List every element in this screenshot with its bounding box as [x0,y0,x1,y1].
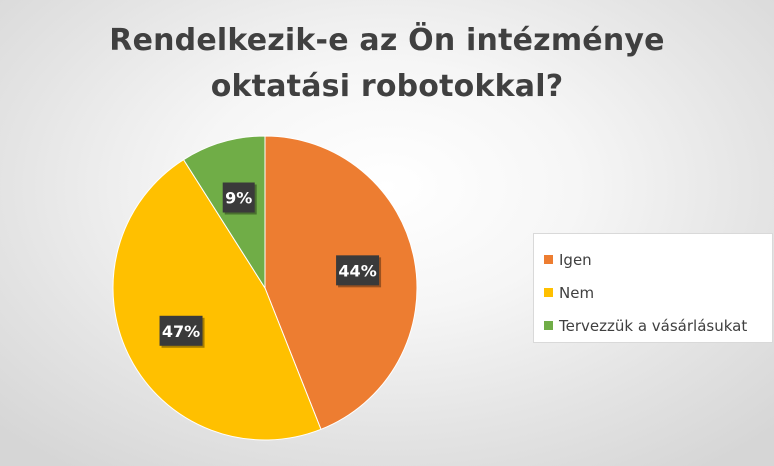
chart-title-line-2: oktatási robotokkal? [210,69,564,104]
data-label-igen: 44% [336,255,382,288]
data-label-text: 44% [338,261,376,280]
data-label-tervezzuk: 9% [222,182,257,215]
legend-item-igen: Igen [544,243,772,276]
chart-title-line-1: Rendelkezik-e az Ön intézménye [109,23,665,58]
data-label-box [336,255,380,286]
chart-legend: Igen Nem Tervezzük a vásárlásukat [533,233,773,343]
legend-swatch-nem [544,288,553,297]
data-label-box [222,182,255,213]
pie-slice-nem [112,158,322,441]
data-label-text: 9% [225,189,252,208]
legend-swatch-tervezzuk [544,321,553,330]
chart-title: Rendelkezik-e az Ön intézménye oktatási … [0,18,774,110]
data-label-box [159,315,203,346]
legend-item-tervezzuk: Tervezzük a vásárlásukat [544,309,772,342]
legend-label-nem: Nem [559,283,595,302]
legend-label-tervezzuk: Tervezzük a vásárlásukat [559,316,748,335]
legend-item-nem: Nem [544,276,772,309]
legend-label-igen: Igen [559,250,592,269]
data-label-text: 47% [162,322,200,341]
data-label-nem: 47% [159,315,205,348]
legend-swatch-igen [544,255,553,264]
